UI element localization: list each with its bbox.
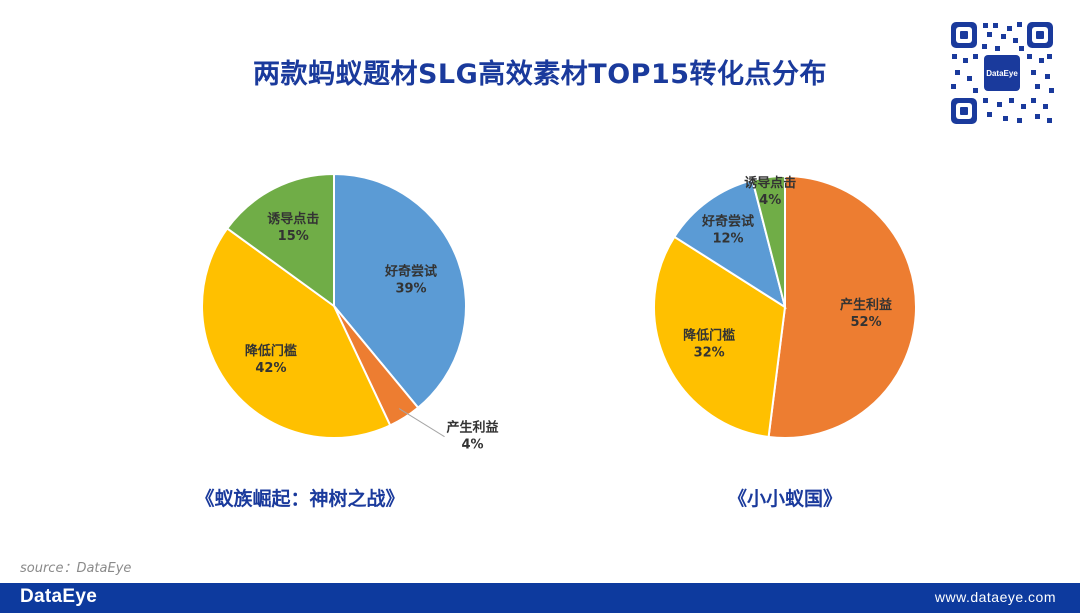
slice-label-0-2: 降低门槛 (245, 343, 297, 359)
slice-label-0-3: 诱导点击 (267, 211, 319, 227)
chart-title-right: 《小小蚁国》 (727, 488, 842, 510)
slice-label-1-2: 好奇尝试 (701, 214, 754, 230)
footer-bar: DataEye www.dataeye.com (0, 583, 1080, 613)
pie-chart-left: 好奇尝试 39% 产生利益 4% 降低门槛 42% 诱导点击 15% (201, 172, 499, 453)
slice-value-1-1: 32% (694, 346, 725, 361)
pie-slice-1-3 (751, 174, 786, 308)
slice-value-0-1: 4% (461, 438, 483, 453)
slice-label-0-0: 好奇尝试 (384, 263, 437, 279)
slice-value-0-0: 39% (395, 281, 426, 296)
pie-charts: 好奇尝试 39% 产生利益 4% 降低门槛 42% 诱导点击 15% 产生利益 52% 降低门槛 3… (201, 172, 917, 453)
slice-label-0-1: 产生利益 (447, 420, 499, 436)
slice-label-1-0: 产生利益 (840, 297, 892, 313)
slice-value-0-2: 42% (255, 361, 286, 376)
slice-value-1-2: 12% (712, 232, 743, 247)
footer-url[interactable]: www.dataeye.com (934, 589, 1056, 605)
pie-slice-0-3 (225, 172, 335, 308)
page-title: 两款蚂蚁题材SLG高效素材TOP15转化点分布 (252, 59, 828, 90)
qr-code: DataEye (947, 18, 1057, 128)
slice-value-0-3: 15% (278, 229, 309, 244)
slice-value-1-3: 4% (759, 193, 781, 208)
pie-chart-right: 产生利益 52% 降低门槛 32% 好奇尝试 12% 诱导点击 4% (653, 174, 917, 439)
slice-value-1-0: 52% (850, 315, 881, 330)
qr-code-graphic: DataEye (947, 18, 1057, 128)
pie-slice-1-0 (767, 174, 917, 439)
qr-logo-text: DataEye (986, 69, 1018, 78)
leader-line-0-1 (398, 408, 445, 438)
pie-slice-0-2 (201, 227, 392, 439)
slice-label-1-1: 降低门槛 (683, 328, 735, 344)
pie-slice-1-2 (673, 178, 787, 310)
source-note: source：DataEye (20, 561, 132, 576)
pie-slice-0-0 (333, 172, 467, 410)
footer-brand: DataEye (20, 586, 98, 607)
chart-title-left: 《蚁族崛起：神树之战》 (195, 488, 405, 510)
slice-label-1-3: 诱导点击 (744, 175, 796, 191)
